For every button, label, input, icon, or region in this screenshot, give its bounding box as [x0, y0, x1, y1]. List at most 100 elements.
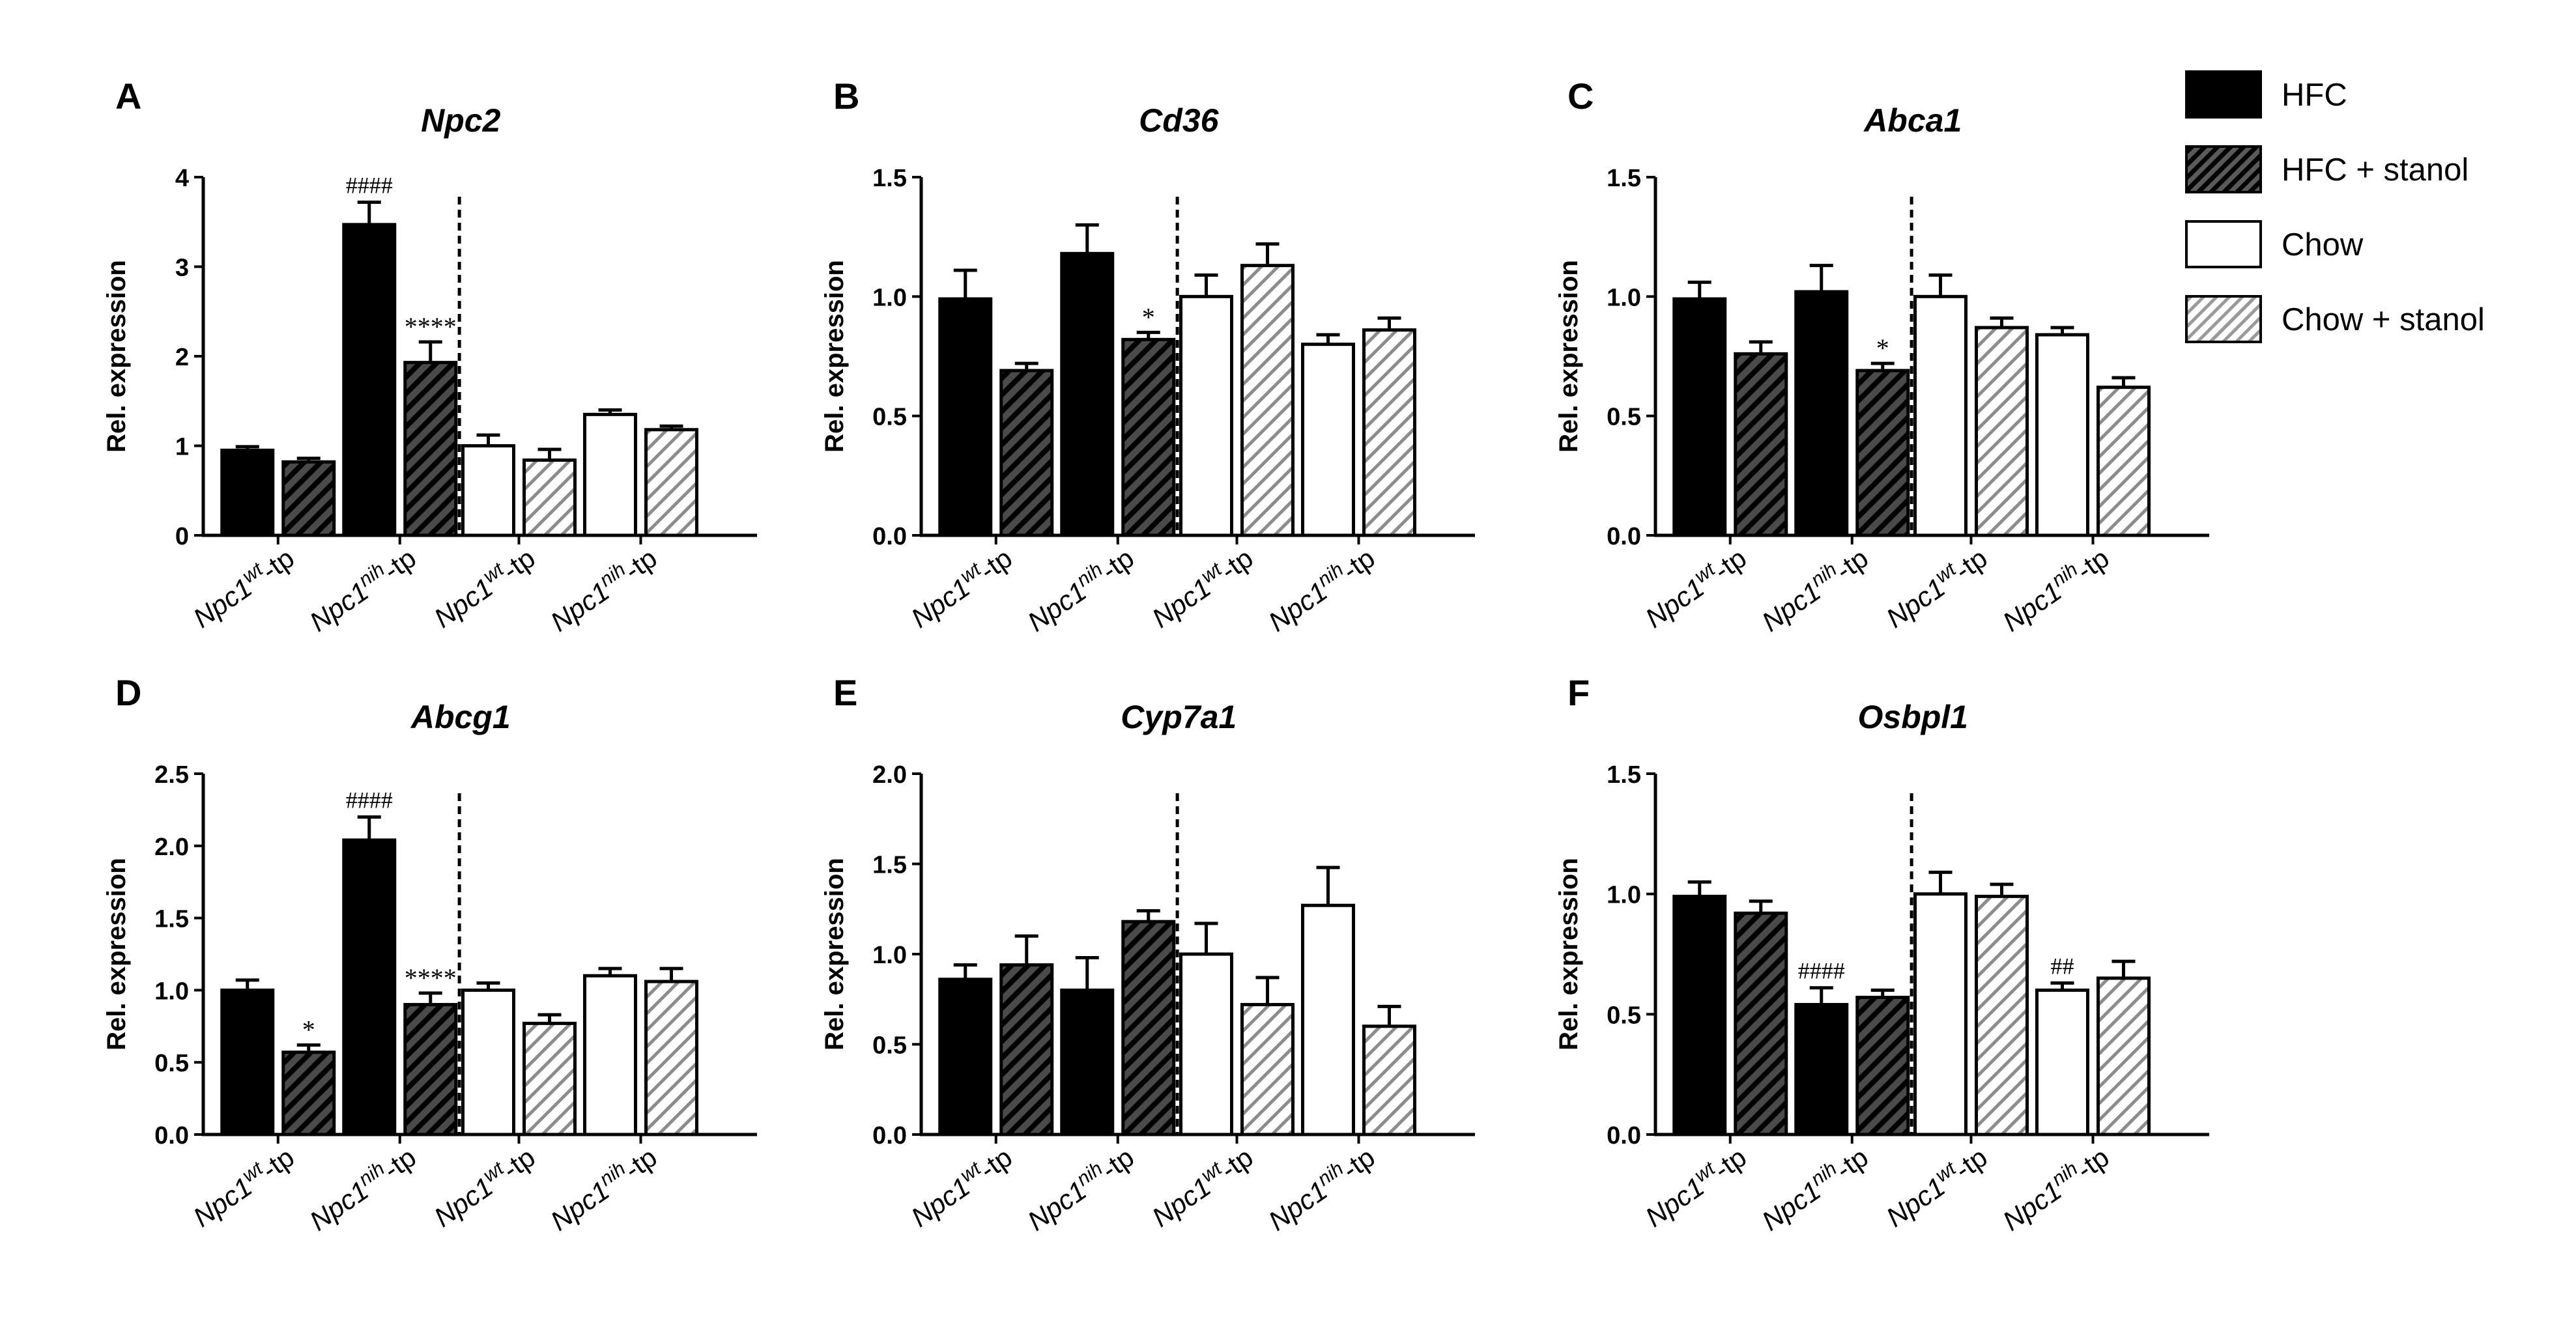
significance-label-a-2: ####: [346, 173, 393, 199]
chart-title-c: Abca1: [1863, 102, 1962, 139]
bar-e-chow-stanol-2: [1240, 1003, 1295, 1136]
y-tick-label-f: 1.0: [1607, 882, 1641, 909]
y-tick-label-b: 0.0: [872, 523, 907, 550]
y-tick-label-b: 0.5: [872, 404, 907, 431]
x-tick-label-a-1: Npc1nih-tp: [302, 541, 422, 638]
y-tick-label-f: 0.0: [1607, 1122, 1641, 1149]
bar-c-hfc-stanol-1: [1855, 369, 1910, 537]
legend-label-chow-stanol: Chow + stanol: [2282, 302, 2485, 337]
bar-d-hfc-1: [342, 838, 397, 1136]
bar-b-hfc-stanol-1: [1121, 337, 1176, 537]
x-tick-label-tail: -tp: [1949, 543, 1993, 586]
y-tick-label-d: 0.0: [154, 1122, 189, 1149]
chart-title-e: Cyp7a1: [1121, 699, 1237, 735]
y-tick-label-e: 1.5: [872, 852, 907, 879]
y-tick-label-d: 2.0: [154, 834, 189, 861]
significance-label-f-6: ##: [2051, 953, 2074, 979]
y-tick-label-e: 2.0: [872, 761, 907, 789]
y-tick-label-b: 1.5: [872, 165, 907, 192]
y-axis-label-e: Rel. expression: [820, 858, 849, 1050]
bar-c-chow-3: [2035, 333, 2089, 537]
x-tick-label-tail: -tp: [256, 543, 300, 586]
chart-title-d: Abcg1: [410, 699, 511, 735]
x-tick-label-e-0: Npc1wt-tp: [904, 1140, 1018, 1233]
y-axis-label-c: Rel. expression: [1554, 260, 1583, 453]
bar-f-hfc-1: [1794, 1003, 1849, 1136]
x-tick-label-b-1: Npc1nih-tp: [1020, 541, 1139, 638]
bar-e-hfc-1: [1060, 988, 1115, 1136]
x-tick-label-tail: -tp: [1830, 543, 1874, 586]
panel-letter-d: D: [115, 672, 141, 713]
bar-d-hfc-stanol-0: [281, 1050, 336, 1136]
y-tick-label-a: 4: [175, 165, 189, 192]
y-axis-label-f: Rel. expression: [1554, 858, 1583, 1050]
legend-label-hfc: HFC: [2282, 78, 2347, 113]
legend-item-chow-stanol: Chow + stanol: [2169, 289, 2560, 363]
y-tick-label-c: 0.5: [1607, 404, 1641, 431]
bar-e-hfc-stanol-0: [999, 963, 1054, 1136]
x-tick-label-e-3: Npc1nih-tp: [1261, 1140, 1381, 1237]
bar-b-chow-3: [1301, 343, 1355, 537]
y-axis-label-d: Rel. expression: [102, 858, 131, 1050]
x-tick-label-tail: -tp: [1215, 1142, 1259, 1185]
y-tick-label-e: 0.0: [872, 1122, 907, 1149]
bar-a-chow-stanol-3: [644, 428, 698, 537]
bar-a-hfc-stanol-1: [403, 361, 458, 537]
x-tick-label-c-3: Npc1nih-tp: [1996, 541, 2115, 638]
significance-label-f-2: ####: [1798, 958, 1845, 984]
chart-title-b: Cd36: [1139, 102, 1219, 139]
x-tick-label-tail: -tp: [1708, 543, 1752, 586]
bar-a-hfc-0: [220, 448, 275, 537]
significance-label-b-3: *: [1142, 302, 1155, 331]
x-tick-label-a-2: Npc1wt-tp: [427, 541, 540, 634]
y-tick-label-d: 1.5: [154, 906, 189, 933]
bar-f-chow-3: [2035, 988, 2089, 1136]
bar-c-hfc-1: [1794, 290, 1849, 537]
bar-d-hfc-stanol-1: [403, 1003, 458, 1136]
y-tick-label-a: 1: [175, 434, 189, 461]
x-tick-label-tail: -tp: [1096, 1142, 1139, 1185]
y-tick-label-a: 3: [175, 255, 189, 282]
bar-d-chow-stanol-2: [522, 1021, 577, 1136]
bar-c-chow-stanol-2: [1975, 326, 2029, 537]
bar-a-chow-stanol-2: [522, 458, 577, 537]
panel-letter-e: E: [833, 672, 857, 713]
bar-f-chow-stanol-2: [1975, 894, 2029, 1136]
y-axis-label-b: Rel. expression: [820, 260, 849, 453]
bar-d-chow-3: [583, 974, 637, 1136]
x-tick-label-tail: -tp: [2071, 543, 2115, 586]
x-tick-label-d-3: Npc1nih-tp: [543, 1140, 663, 1237]
x-tick-label-a-3: Npc1nih-tp: [543, 541, 663, 638]
significance-label-d-1: *: [302, 1015, 315, 1045]
bar-e-hfc-stanol-1: [1121, 920, 1176, 1136]
bar-c-hfc-stanol-0: [1734, 352, 1788, 537]
bar-f-hfc-stanol-0: [1734, 911, 1788, 1136]
bar-a-hfc-1: [342, 223, 397, 537]
panel-c: C Abca1 Rel. expression 0.0 0.5 1.0 1.5 Npc1wt-…: [1554, 76, 2209, 638]
legend-swatch-chow-stanol: [2185, 295, 2262, 343]
x-tick-label-tail: -tp: [1337, 1142, 1381, 1185]
x-tick-label-f-1: Npc1nih-tp: [1754, 1140, 1874, 1237]
y-tick-label-b: 1.0: [872, 284, 907, 311]
y-tick-label-a: 2: [175, 344, 189, 371]
x-tick-label-c-2: Npc1wt-tp: [1879, 541, 1992, 634]
bar-b-hfc-stanol-0: [999, 369, 1054, 537]
bar-f-chow-stanol-3: [2097, 976, 2151, 1136]
x-tick-label-d-2: Npc1wt-tp: [427, 1140, 540, 1233]
x-tick-label-tail: -tp: [1215, 543, 1259, 586]
x-tick-label-e-1: Npc1nih-tp: [1020, 1140, 1139, 1237]
x-tick-label-f-2: Npc1wt-tp: [1879, 1140, 1992, 1233]
x-tick-label-tail: -tp: [1830, 1142, 1874, 1185]
panel-letter-f: F: [1567, 672, 1590, 713]
x-tick-label-b-2: Npc1wt-tp: [1145, 541, 1258, 634]
bar-e-chow-3: [1301, 903, 1355, 1136]
y-tick-label-d: 1.0: [154, 978, 189, 1005]
x-tick-label-tail: -tp: [497, 543, 541, 586]
bar-b-chow-2: [1179, 294, 1233, 537]
bar-b-hfc-1: [1060, 251, 1115, 537]
bar-c-chow-stanol-3: [2097, 386, 2151, 537]
x-tick-label-d-1: Npc1nih-tp: [302, 1140, 422, 1237]
